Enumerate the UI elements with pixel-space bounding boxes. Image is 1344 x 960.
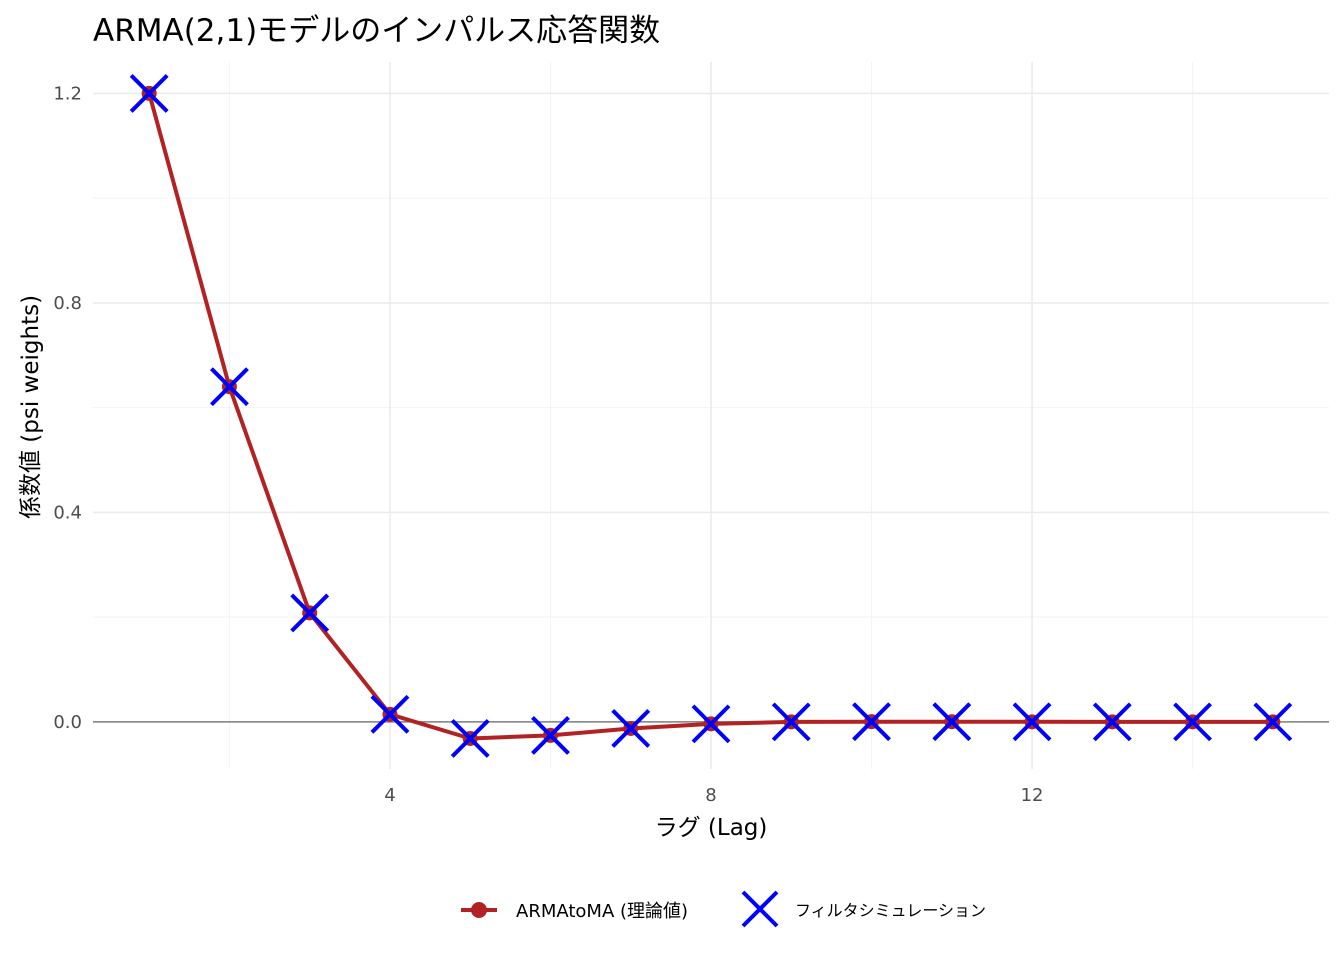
legend-label-filter-simulation: フィルタシミュレーション [795,901,986,920]
data-marker-filter-simulation [691,704,731,744]
data-marker-filter-simulation [129,74,169,113]
data-marker-filter-simulation [290,593,330,633]
data-marker-filter-simulation [1173,702,1212,742]
data-marker-filter-simulation [1012,702,1052,742]
y-tick-label: 0.8 [53,293,82,314]
x-tick-label: 12 [1021,785,1044,806]
axis-tick-labels: 0.0 0.4 0.8 1.2 4 8 12 [53,83,1043,806]
grid-lines [93,62,1329,769]
data-marker-filter-simulation [1092,702,1132,742]
x-tick-label: 8 [705,785,716,806]
legend-label-armatoma: ARMAtoMA (理論値) [516,901,688,922]
y-tick-label: 0.0 [53,712,82,733]
data-marker-filter-simulation [611,709,651,748]
data-marker-filter-simulation [370,694,410,734]
data-marker-filter-simulation [210,367,249,407]
data-marker-filter-simulation [771,702,811,742]
x-tick-label: 4 [384,785,395,806]
data-marker-filter-simulation [1253,702,1293,742]
data-marker-filter-simulation [450,719,490,758]
legend-key-armatoma [461,902,497,918]
y-axis-title: 係数値 (psi weights) [18,295,44,519]
chart-title: ARMA(2,1)モデルのインパルス応答関数 [93,13,660,49]
y-tick-label: 1.2 [53,83,82,104]
data-marker-filter-simulation [531,716,570,755]
data-marker-filter-simulation [852,702,891,742]
plot-series [129,74,1293,758]
legend: ARMAtoMA (理論値) フィルタシミュレーション [461,890,986,928]
data-marker-filter-simulation [932,702,972,742]
legend-key-filter-simulation [741,890,779,928]
x-axis-title: ラグ (Lag) [655,815,768,841]
y-tick-label: 0.4 [53,502,82,523]
